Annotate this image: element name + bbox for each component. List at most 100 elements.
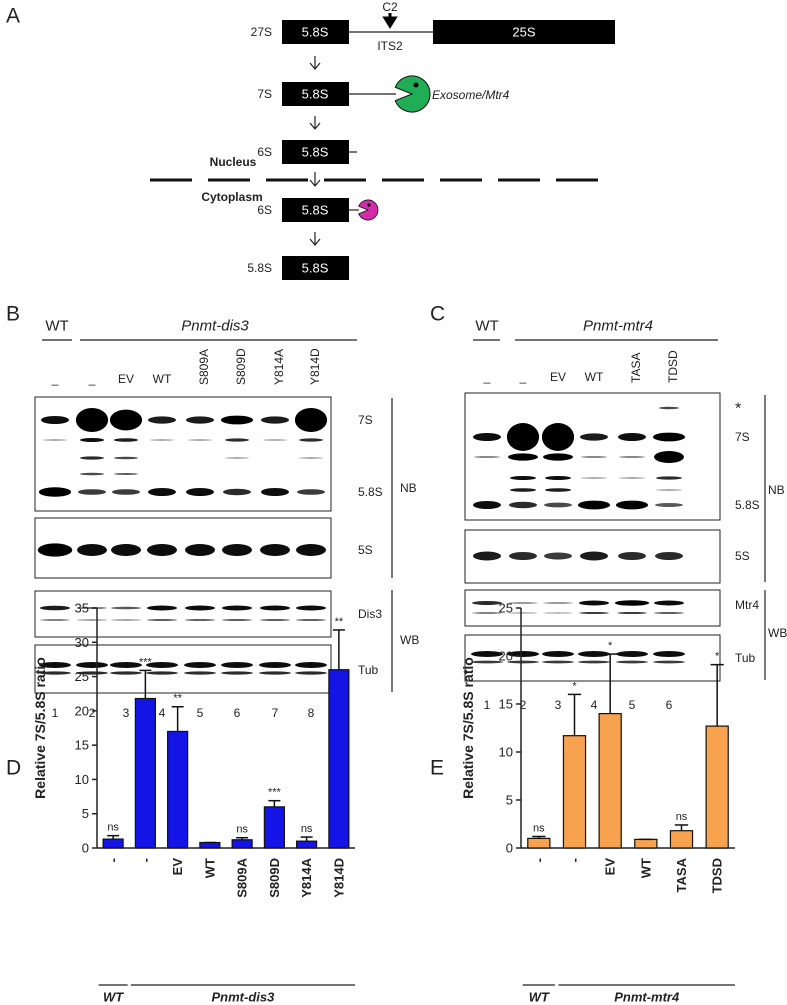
row-label: 7S [257, 87, 272, 101]
band [473, 501, 501, 509]
strain-label: Pnmt-mtr4 [583, 318, 653, 335]
band [39, 671, 71, 675]
lane-number: 4 [159, 706, 166, 720]
x-tick-label: WT [638, 858, 653, 878]
band [111, 544, 141, 556]
significance-label: ** [335, 616, 344, 628]
significance-label: ns [236, 824, 248, 836]
bar [167, 730, 189, 849]
band [221, 662, 253, 668]
band [543, 602, 573, 604]
band [614, 600, 650, 606]
icon-eye [367, 203, 371, 207]
y-tick-label: 15 [75, 738, 89, 753]
band [509, 501, 537, 509]
bar [102, 838, 124, 849]
lane-number: 6 [666, 698, 673, 712]
enzyme-label: Exosome/Mtr4 [432, 88, 510, 102]
band [114, 438, 138, 442]
significance-label: ns [676, 811, 688, 823]
lane-number: 1 [484, 698, 491, 712]
y-tick-label: 30 [75, 635, 89, 650]
band-label: 7S [358, 413, 373, 427]
bar [296, 840, 318, 849]
band [110, 662, 142, 668]
band [80, 472, 104, 476]
significance-label: ns [301, 823, 313, 835]
band [615, 500, 649, 510]
lane-label: S809A [197, 349, 211, 385]
band [110, 671, 142, 675]
band [185, 605, 215, 611]
band [580, 433, 608, 441]
bar [231, 839, 253, 849]
lane-number: 6 [234, 706, 241, 720]
method-label: WB [768, 626, 787, 640]
exosome-icon [394, 75, 431, 113]
band [114, 456, 138, 460]
band [472, 612, 502, 614]
band [579, 600, 609, 606]
band [185, 544, 215, 556]
band [77, 544, 107, 556]
lane-label: Y814D [308, 348, 322, 385]
panel-label: C [430, 303, 445, 326]
compartment-label: Nucleus [210, 155, 257, 169]
band [263, 439, 287, 441]
y-tick-label: 35 [75, 601, 89, 616]
lane-number: 5 [629, 698, 636, 712]
box-label: 5.8S [302, 261, 329, 276]
band [259, 671, 291, 675]
band [222, 605, 252, 611]
bar [705, 725, 729, 849]
band [616, 660, 648, 664]
band [654, 612, 684, 614]
band [508, 612, 538, 614]
blot [34, 644, 332, 694]
bar [562, 735, 587, 849]
panel-label: A [6, 5, 20, 28]
lane-label: WT [585, 370, 604, 384]
y-tick-label: 10 [499, 745, 513, 760]
y-tick-label: 0 [82, 841, 89, 856]
box [433, 20, 615, 44]
band [188, 439, 212, 441]
blot [34, 590, 332, 638]
band [509, 552, 537, 560]
band [76, 671, 108, 675]
band [507, 651, 539, 657]
band [295, 662, 327, 668]
band [653, 651, 685, 657]
lane-number: 3 [123, 706, 130, 720]
band [261, 416, 289, 424]
band [545, 476, 571, 480]
bar [634, 838, 658, 849]
band [510, 476, 536, 480]
band [80, 438, 104, 442]
box-label: 5.8S [302, 87, 329, 102]
band [578, 651, 610, 657]
band [37, 543, 73, 557]
group-label: WT [529, 990, 550, 1005]
lane-label: WT [153, 372, 172, 386]
band [114, 473, 138, 475]
arrow [309, 116, 321, 130]
x-tick-label: - [567, 858, 582, 862]
band [40, 605, 70, 611]
box [282, 198, 349, 222]
group-label: Pnmt-mtr4 [614, 990, 680, 1005]
band [471, 651, 503, 657]
band-label: 7S [735, 430, 750, 444]
band [39, 662, 71, 668]
band [581, 456, 607, 458]
strain-label: Pnmt-dis3 [181, 318, 249, 335]
band [186, 488, 214, 496]
band-label: 5S [358, 543, 373, 557]
band [618, 433, 646, 441]
band [580, 551, 608, 561]
arrow [309, 232, 321, 246]
y-tick-label: 5 [506, 793, 513, 808]
band [294, 408, 328, 432]
box-label: 5.8S [302, 145, 329, 160]
